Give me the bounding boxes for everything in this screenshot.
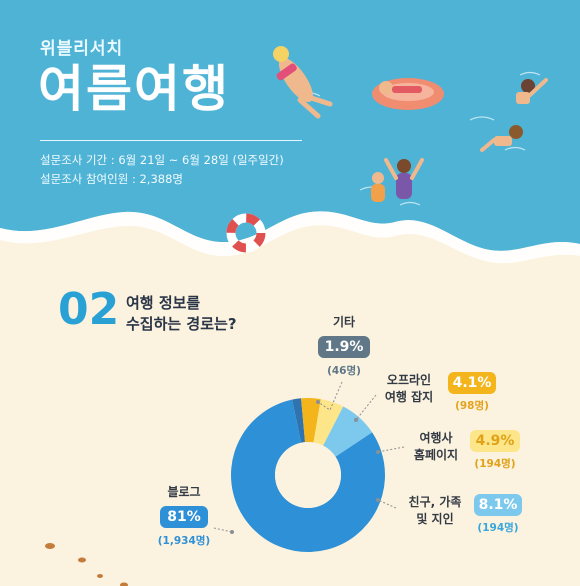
leader-homepage-dot [376, 450, 380, 454]
page-title: 여름여행 [38, 60, 230, 118]
label-blog: 블로그 [167, 485, 201, 499]
leader-magazine-dot [354, 418, 358, 422]
leader-other-dot [316, 400, 320, 404]
count-magazine: (98명) [455, 400, 489, 412]
question-number: 02 [58, 284, 120, 335]
label-friends-line2: 및 지인 [416, 512, 454, 527]
question-line-2: 수집하는 경로는? [126, 315, 237, 333]
label-magazine-line2: 여행 잡지 [384, 390, 434, 405]
donut-slice [291, 398, 306, 443]
brand-name: 위블리서치 [40, 39, 124, 59]
count-other: (46명) [327, 365, 361, 377]
pebbles [45, 543, 128, 586]
value-badge-magazine: 4.1% [448, 372, 496, 394]
label-magazine-line1: 오프라인 [386, 373, 432, 387]
donut-slice [231, 399, 385, 552]
label-friends: 친구, 가족 및 지인 [398, 494, 472, 529]
count-friends: (194명) [477, 522, 519, 534]
question-line-1: 여행 정보를 [126, 294, 201, 312]
survey-participants: 설문조사 참여인원 : 2,388명 [40, 172, 183, 186]
label-friends-line1: 친구, 가족 [408, 495, 462, 509]
value-badge-other: 1.9% [318, 336, 370, 358]
lifebuoy-icon [226, 213, 266, 253]
donut-slice [323, 406, 373, 457]
label-magazine: 오프라인 여행 잡지 [376, 372, 442, 407]
leader-friends [377, 499, 397, 509]
value-badge-blog: 81% [160, 506, 208, 528]
leader-other [317, 381, 343, 411]
leader-magazine [355, 394, 377, 421]
leader-homepage [377, 446, 405, 453]
donut-hole [275, 442, 341, 508]
float-illustration [372, 78, 444, 110]
swimmer-illustration [273, 46, 333, 119]
leader-blog-dot [230, 530, 234, 534]
count-blog: (1,934명) [157, 535, 211, 547]
donut-slice [301, 398, 321, 443]
swimmers-illustration [371, 78, 548, 202]
value-badge-homepage: 4.9% [470, 430, 520, 452]
label-homepage-line1: 여행사 [419, 431, 453, 445]
leader-friends-dot [376, 498, 380, 502]
title-divider [40, 140, 302, 141]
count-homepage: (194명) [474, 458, 516, 470]
donut-slice [313, 399, 344, 446]
value-badge-friends: 8.1% [474, 494, 522, 516]
label-homepage-line2: 홈페이지 [413, 448, 459, 463]
survey-period: 설문조사 기간 : 6월 21일 ~ 6월 28일 (일주일간) [40, 153, 284, 167]
label-homepage: 여행사 홈페이지 [408, 430, 464, 465]
label-other: 기타 [332, 315, 356, 329]
leader-blog [213, 527, 233, 533]
